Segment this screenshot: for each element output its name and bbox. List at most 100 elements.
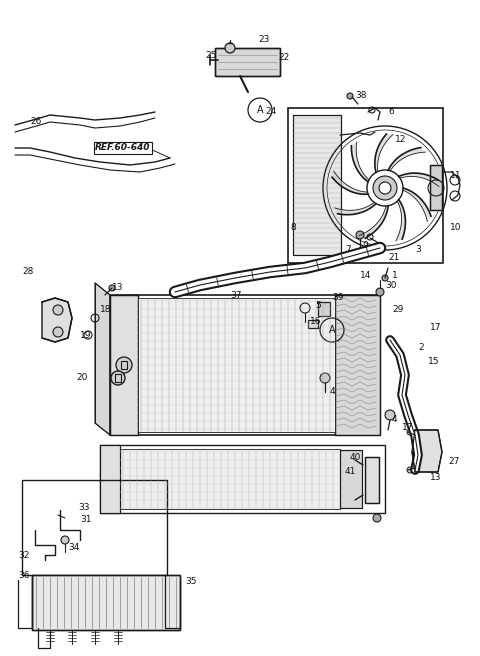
- Polygon shape: [360, 206, 388, 238]
- Text: 5: 5: [315, 300, 321, 310]
- Bar: [288, 108, 443, 263]
- Text: 11: 11: [450, 171, 461, 180]
- Polygon shape: [332, 171, 368, 194]
- Polygon shape: [388, 148, 425, 171]
- Circle shape: [53, 327, 63, 337]
- Bar: [110, 295, 138, 435]
- Text: A: A: [329, 325, 336, 335]
- Text: 27: 27: [448, 457, 459, 466]
- Circle shape: [407, 467, 413, 473]
- Polygon shape: [335, 203, 376, 215]
- Text: 12: 12: [395, 136, 407, 144]
- Circle shape: [111, 371, 125, 385]
- Circle shape: [376, 288, 384, 296]
- Text: 13: 13: [430, 474, 442, 483]
- Text: 20: 20: [76, 373, 87, 382]
- Text: 38: 38: [355, 91, 367, 100]
- Bar: [32, 575, 180, 630]
- Bar: [100, 445, 385, 513]
- Text: 34: 34: [68, 544, 79, 552]
- Text: 7: 7: [345, 245, 351, 255]
- Circle shape: [373, 514, 381, 522]
- Circle shape: [347, 93, 353, 99]
- Text: 39: 39: [332, 293, 344, 302]
- Circle shape: [373, 176, 397, 200]
- Bar: [32, 575, 180, 630]
- Circle shape: [407, 429, 413, 435]
- Text: 6: 6: [388, 108, 394, 117]
- Text: 19: 19: [80, 331, 92, 340]
- Circle shape: [53, 305, 63, 315]
- Text: 17: 17: [430, 323, 442, 333]
- Text: 33: 33: [78, 504, 89, 512]
- Bar: [340, 450, 362, 508]
- Bar: [430, 165, 442, 210]
- Circle shape: [116, 357, 132, 373]
- Text: REF.60-640: REF.60-640: [95, 144, 151, 152]
- Text: 24: 24: [265, 108, 276, 117]
- Circle shape: [356, 231, 364, 239]
- Bar: [100, 445, 120, 513]
- Text: 30: 30: [385, 281, 396, 289]
- Text: 18: 18: [100, 306, 111, 314]
- Polygon shape: [399, 173, 439, 186]
- Text: 26: 26: [30, 117, 41, 127]
- Text: 22: 22: [278, 54, 289, 62]
- Circle shape: [109, 285, 115, 291]
- Polygon shape: [375, 134, 393, 173]
- Bar: [318, 302, 330, 316]
- Bar: [340, 450, 362, 508]
- Text: 4: 4: [392, 415, 397, 424]
- Polygon shape: [42, 298, 72, 342]
- Circle shape: [382, 275, 388, 281]
- Circle shape: [367, 170, 403, 206]
- Bar: [293, 115, 341, 255]
- Bar: [308, 320, 318, 328]
- Text: 36: 36: [18, 571, 29, 579]
- Text: 21: 21: [388, 253, 399, 262]
- Text: 3: 3: [415, 245, 421, 255]
- Text: 25: 25: [205, 52, 216, 60]
- Bar: [22, 480, 167, 575]
- Text: 31: 31: [80, 516, 92, 525]
- Bar: [121, 361, 127, 369]
- Text: 23: 23: [258, 35, 269, 45]
- Polygon shape: [351, 142, 369, 182]
- Text: 14: 14: [360, 270, 372, 279]
- Text: 37: 37: [230, 291, 241, 300]
- Bar: [335, 295, 380, 435]
- Bar: [365, 457, 379, 503]
- Text: 2: 2: [418, 344, 424, 352]
- Text: 28: 28: [22, 268, 34, 276]
- Circle shape: [61, 536, 69, 544]
- Polygon shape: [412, 430, 442, 472]
- Polygon shape: [396, 199, 406, 241]
- Bar: [365, 457, 379, 503]
- Text: 29: 29: [392, 306, 403, 314]
- Text: 17: 17: [402, 424, 413, 432]
- Text: 35: 35: [185, 577, 196, 586]
- Circle shape: [385, 410, 395, 420]
- Text: 8: 8: [290, 224, 296, 232]
- Bar: [120, 449, 340, 509]
- Circle shape: [225, 43, 235, 53]
- Bar: [430, 165, 442, 210]
- Text: 9: 9: [362, 241, 368, 249]
- Bar: [308, 320, 318, 328]
- Text: 4: 4: [330, 388, 336, 396]
- Bar: [215, 48, 280, 76]
- Polygon shape: [95, 283, 110, 435]
- Text: 1: 1: [392, 272, 398, 281]
- Bar: [115, 374, 121, 382]
- Bar: [215, 48, 280, 76]
- Bar: [138, 298, 335, 432]
- Bar: [100, 445, 120, 513]
- Text: 16: 16: [310, 318, 322, 327]
- Text: A: A: [257, 105, 264, 115]
- Bar: [293, 115, 341, 255]
- Text: 32: 32: [18, 550, 29, 560]
- Bar: [110, 295, 138, 435]
- Text: 15: 15: [428, 358, 440, 367]
- Text: 41: 41: [345, 468, 356, 476]
- Bar: [110, 295, 380, 435]
